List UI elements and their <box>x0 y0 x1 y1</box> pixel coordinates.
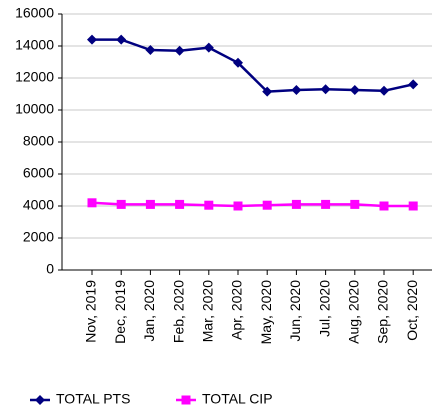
legend-marker <box>181 395 191 405</box>
x-tick-label: Aug, 2020 <box>346 280 362 344</box>
y-tick-label: 2000 <box>23 229 54 245</box>
data-point <box>379 201 389 211</box>
x-tick-label: Apr, 2020 <box>229 280 245 340</box>
data-point <box>203 42 214 53</box>
y-tick-label: 0 <box>46 261 54 277</box>
data-point <box>379 85 389 96</box>
data-point <box>262 86 273 97</box>
data-point <box>87 34 97 45</box>
y-tick-label: 10000 <box>15 101 54 117</box>
data-point <box>145 199 155 209</box>
legend-marker <box>35 395 45 405</box>
data-point <box>291 199 301 209</box>
y-tick-label: 16000 <box>15 5 54 21</box>
data-point <box>233 201 243 211</box>
data-point <box>408 79 419 90</box>
y-tick-label: 14000 <box>15 37 54 53</box>
data-point <box>204 200 214 210</box>
x-tick-label: Jun, 2020 <box>287 280 303 342</box>
data-point <box>291 85 302 95</box>
data-point <box>175 199 185 209</box>
data-point <box>350 199 360 209</box>
series-line <box>92 38 414 93</box>
y-tick-label: 12000 <box>15 69 54 85</box>
x-tick-label: Dec, 2019 <box>112 280 128 344</box>
y-tick-label: 6000 <box>23 165 54 181</box>
x-tick-label: Jan, 2020 <box>141 280 157 342</box>
data-point <box>116 34 127 45</box>
y-tick-label: 8000 <box>23 133 54 149</box>
data-point <box>408 201 418 211</box>
data-point <box>116 199 126 209</box>
x-tick-label: Jul, 2020 <box>316 280 332 337</box>
x-tick-label: Mar, 2020 <box>200 280 216 342</box>
data-point <box>174 45 185 56</box>
x-tick-label: Sep, 2020 <box>375 280 391 344</box>
legend-label: TOTAL CIP <box>202 391 273 407</box>
data-point <box>87 198 97 208</box>
x-tick-label: Oct, 2020 <box>404 280 420 341</box>
x-tick-label: Feb, 2020 <box>170 280 186 343</box>
data-point <box>262 200 272 210</box>
data-point <box>320 84 331 95</box>
data-point <box>145 45 156 55</box>
legend-label: TOTAL PTS <box>56 391 130 407</box>
y-tick-label: 4000 <box>23 197 54 213</box>
series-line <box>91 201 414 208</box>
x-tick-label: Nov, 2019 <box>83 280 99 343</box>
data-point <box>233 57 243 68</box>
data-point <box>349 85 360 95</box>
data-point <box>321 199 331 209</box>
x-tick-label: May, 2020 <box>258 280 274 345</box>
